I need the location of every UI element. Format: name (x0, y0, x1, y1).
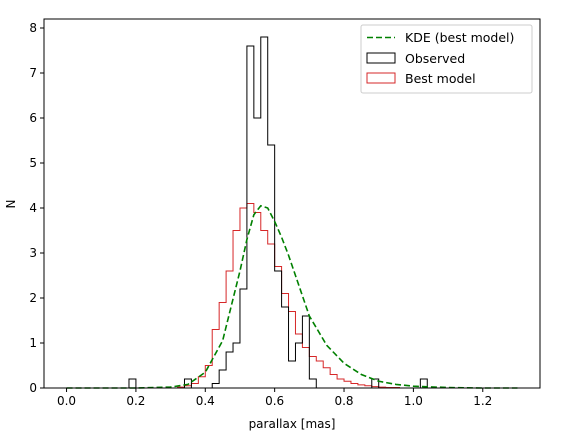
legend-observed-swatch (366, 52, 396, 64)
x-tick-label: 0.6 (265, 394, 284, 408)
x-tick-label: 0.4 (196, 394, 215, 408)
x-tick-label: 1.2 (473, 394, 492, 408)
axes-frame (43, 18, 541, 389)
x-tick-label: 0.0 (57, 394, 76, 408)
legend-best-model-label: Best model (405, 71, 476, 86)
x-axis-ticks: 0.0 0.2 0.4 0.6 0.8 1.0 1.2 (57, 388, 492, 408)
x-axis-label: parallax [mas] (249, 417, 336, 431)
y-tick-label: 4 (29, 201, 37, 215)
y-tick-label: 8 (29, 21, 37, 35)
legend-observed-label: Observed (405, 51, 465, 66)
y-tick-label: 0 (29, 381, 37, 395)
y-axis-ticks: 0 1 2 3 4 5 6 7 8 (29, 21, 44, 395)
y-axis-label: N (4, 200, 18, 209)
y-tick-label: 6 (29, 111, 37, 125)
legend: KDE (best model) Observed Best model (360, 24, 533, 94)
y-tick-label: 1 (29, 336, 37, 350)
legend-kde-label: KDE (best model) (405, 30, 514, 45)
y-tick-label: 2 (29, 291, 37, 305)
kde-line (66, 204, 518, 389)
x-tick-label: 0.8 (334, 394, 353, 408)
y-tick-label: 7 (29, 66, 37, 80)
x-tick-label: 0.2 (126, 394, 145, 408)
legend-box (360, 24, 533, 94)
legend-best-model-swatch (366, 72, 396, 84)
y-tick-label: 3 (29, 246, 37, 260)
x-tick-label: 1.0 (404, 394, 423, 408)
y-tick-label: 5 (29, 156, 37, 170)
